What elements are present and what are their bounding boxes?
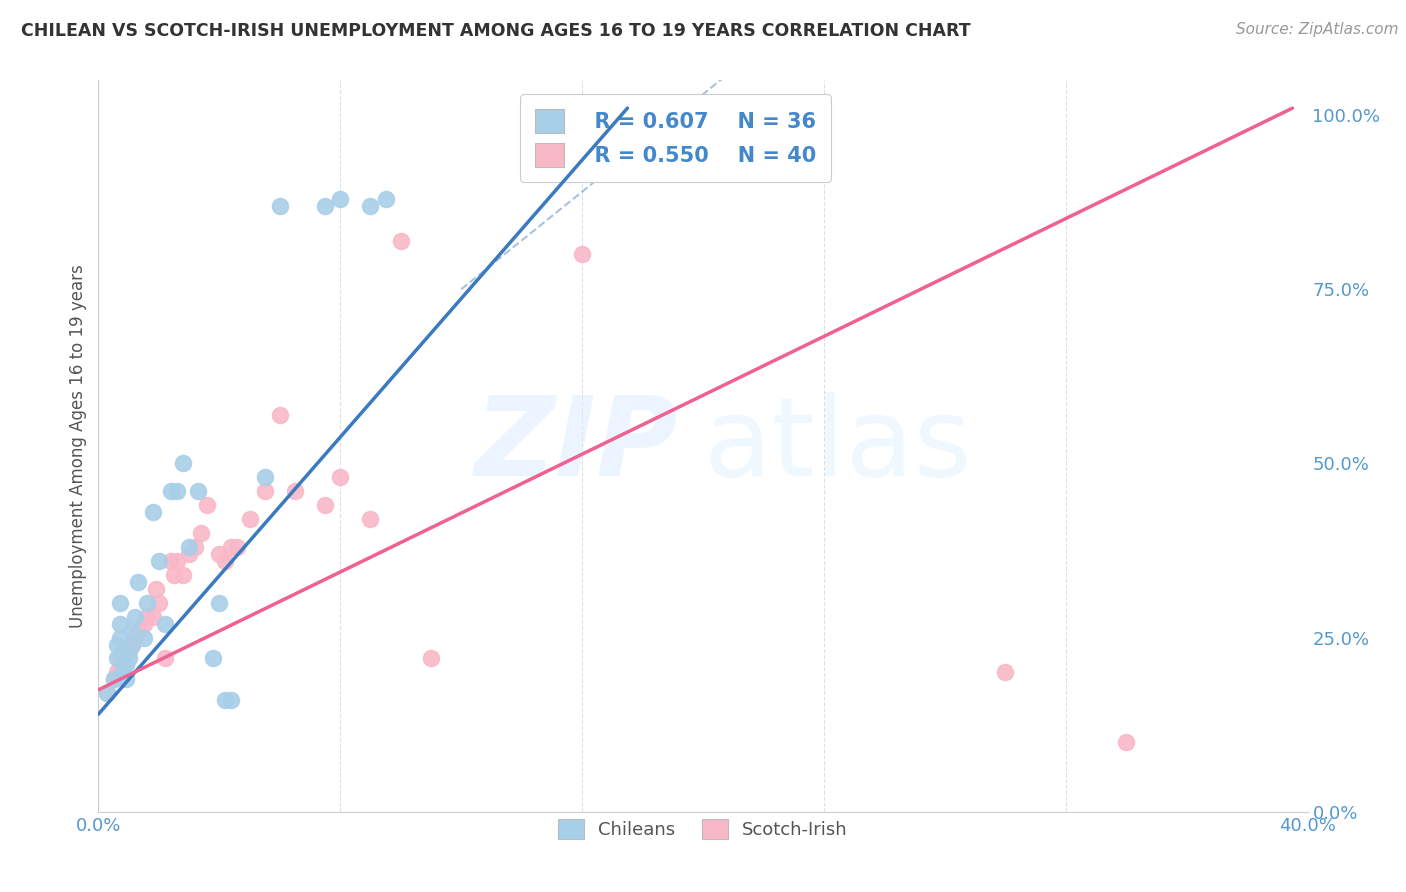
Point bbox=[108, 631, 131, 645]
Point bbox=[142, 609, 165, 624]
Point bbox=[96, 686, 118, 700]
Point bbox=[135, 609, 157, 624]
Point bbox=[269, 408, 291, 422]
Point bbox=[108, 658, 131, 673]
Point bbox=[208, 596, 231, 610]
Point bbox=[135, 596, 157, 610]
Point bbox=[111, 644, 134, 658]
Point bbox=[179, 547, 201, 561]
Point bbox=[360, 199, 382, 213]
Point bbox=[118, 644, 141, 658]
Point bbox=[284, 484, 307, 499]
Legend: Chileans, Scotch-Irish: Chileans, Scotch-Irish bbox=[551, 812, 855, 847]
Point bbox=[420, 651, 443, 665]
Point bbox=[239, 512, 262, 526]
Point bbox=[114, 658, 136, 673]
Point bbox=[153, 651, 176, 665]
Point bbox=[127, 624, 149, 638]
Text: atlas: atlas bbox=[703, 392, 972, 500]
Point bbox=[172, 567, 194, 582]
Point bbox=[111, 644, 134, 658]
Point bbox=[121, 624, 143, 638]
Point bbox=[314, 199, 336, 213]
Text: Source: ZipAtlas.com: Source: ZipAtlas.com bbox=[1236, 22, 1399, 37]
Point bbox=[253, 470, 276, 484]
Point bbox=[314, 498, 336, 512]
Point bbox=[202, 651, 225, 665]
Point bbox=[118, 651, 141, 665]
Point bbox=[187, 484, 209, 499]
Point bbox=[221, 540, 243, 554]
Point bbox=[148, 596, 170, 610]
Point bbox=[111, 665, 134, 680]
Point bbox=[148, 554, 170, 568]
Point bbox=[226, 540, 249, 554]
Point bbox=[96, 686, 118, 700]
Point bbox=[105, 638, 128, 652]
Point bbox=[166, 554, 188, 568]
Point bbox=[208, 547, 231, 561]
Point bbox=[121, 638, 143, 652]
Point bbox=[114, 673, 136, 687]
Y-axis label: Unemployment Among Ages 16 to 19 years: Unemployment Among Ages 16 to 19 years bbox=[69, 264, 87, 628]
Point bbox=[103, 673, 125, 687]
Point bbox=[166, 484, 188, 499]
Point bbox=[124, 631, 146, 645]
Point bbox=[571, 247, 593, 261]
Text: ZIP: ZIP bbox=[475, 392, 679, 500]
Point bbox=[221, 693, 243, 707]
Point bbox=[142, 505, 165, 519]
Point bbox=[121, 638, 143, 652]
Point bbox=[179, 540, 201, 554]
Point bbox=[160, 484, 183, 499]
Point bbox=[160, 554, 183, 568]
Point bbox=[329, 192, 352, 206]
Point bbox=[214, 554, 236, 568]
Point bbox=[108, 651, 131, 665]
Point bbox=[124, 609, 146, 624]
Point bbox=[132, 631, 155, 645]
Point bbox=[108, 616, 131, 631]
Point bbox=[389, 234, 412, 248]
Point bbox=[360, 512, 382, 526]
Point bbox=[105, 665, 128, 680]
Point bbox=[253, 484, 276, 499]
Point bbox=[172, 457, 194, 471]
Text: CHILEAN VS SCOTCH-IRISH UNEMPLOYMENT AMONG AGES 16 TO 19 YEARS CORRELATION CHART: CHILEAN VS SCOTCH-IRISH UNEMPLOYMENT AMO… bbox=[21, 22, 970, 40]
Point bbox=[195, 498, 218, 512]
Point bbox=[163, 567, 186, 582]
Point bbox=[184, 540, 207, 554]
Point bbox=[145, 582, 167, 596]
Point bbox=[132, 616, 155, 631]
Point bbox=[108, 596, 131, 610]
Point bbox=[1115, 735, 1137, 749]
Point bbox=[127, 574, 149, 589]
Point bbox=[103, 673, 125, 687]
Point bbox=[190, 526, 212, 541]
Point bbox=[269, 199, 291, 213]
Point bbox=[329, 470, 352, 484]
Point bbox=[214, 693, 236, 707]
Point bbox=[153, 616, 176, 631]
Point bbox=[994, 665, 1017, 680]
Point bbox=[374, 192, 396, 206]
Point bbox=[105, 651, 128, 665]
